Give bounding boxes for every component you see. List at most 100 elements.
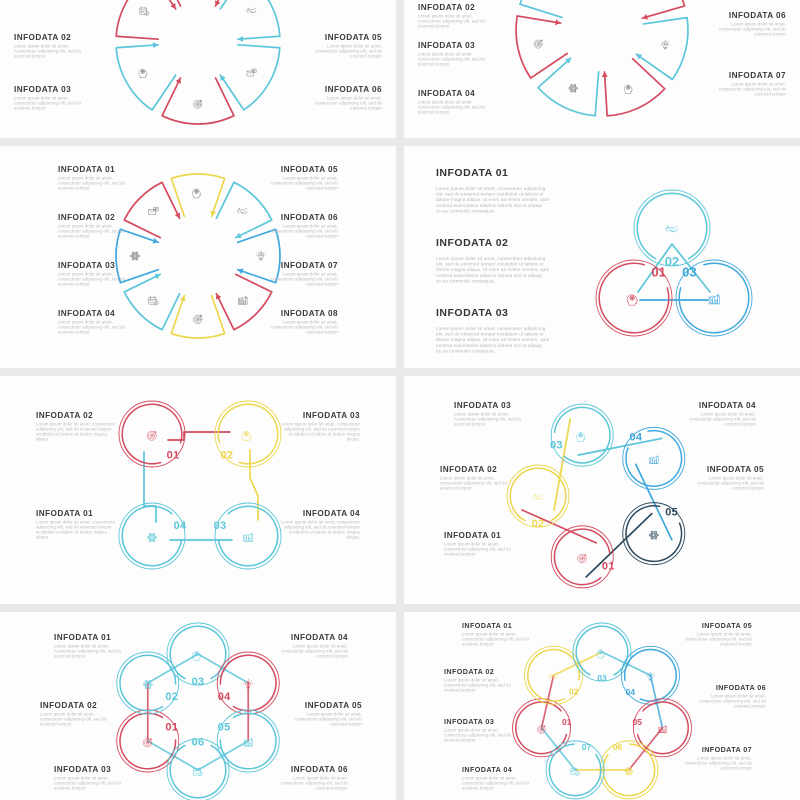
node-number: 04 xyxy=(629,431,642,443)
node-number: 01 xyxy=(165,721,178,733)
node-number: 06 xyxy=(192,736,205,748)
body-line: Lorem ipsum dolor sit amet, xyxy=(462,776,517,781)
body-line: ex ea commodo consequat. xyxy=(436,278,495,283)
node-circle[interactable]: 03 xyxy=(214,502,282,570)
body-line: eiusmod tempor xyxy=(330,722,362,727)
panel-three-circle-triangle[interactable]: 02 01 03 INFODATA 01 Lorem ipsum dolor sit a… xyxy=(404,146,800,368)
wheel-segment[interactable] xyxy=(519,0,582,19)
body-line: eiusmod tempor xyxy=(462,786,494,791)
node-circle[interactable]: 04 xyxy=(216,651,280,715)
label-title: INFODATA 05 xyxy=(707,465,764,474)
info-label: INFODATA 07 Lorem ipsum dolor sit amet,co… xyxy=(685,745,752,771)
node-circle[interactable]: 01 xyxy=(550,525,615,589)
body-line: Lorem ipsum dolor sit amet, consectetur … xyxy=(436,256,546,261)
node-circle[interactable]: 02 xyxy=(524,645,583,705)
body-line: eiusmod tempor xyxy=(754,32,786,37)
body-line: consectetur adipiscing elit, sed do xyxy=(719,27,787,32)
wheel-segment[interactable] xyxy=(115,43,177,111)
calendar-check-icon xyxy=(139,6,150,16)
wheel-segment[interactable] xyxy=(215,181,273,239)
node-number: 01 xyxy=(562,717,572,727)
calendar-check-icon xyxy=(148,295,159,306)
node-circle[interactable]: 05 xyxy=(622,502,686,566)
flow-arrow xyxy=(601,71,608,78)
body-line: eiusmod tempor xyxy=(720,642,752,647)
info-label: INFODATA 05 Lorem ipsum dolor sit amet,co… xyxy=(685,621,752,647)
wheel-segment[interactable] xyxy=(219,43,281,111)
wheel-segment[interactable] xyxy=(603,57,666,117)
body-line: eiusmod tempor xyxy=(306,186,338,191)
connector xyxy=(552,651,603,677)
wheel-segment[interactable] xyxy=(170,173,226,218)
wheel-segment[interactable] xyxy=(236,228,281,284)
node-circle[interactable]: 03 xyxy=(550,403,614,467)
bar-chart-icon xyxy=(708,293,720,305)
wheel-segment[interactable] xyxy=(170,294,226,339)
body-line: Lorem ipsum dolor sit amet, xyxy=(731,82,786,87)
node-circle[interactable]: 03 xyxy=(675,259,753,337)
wheel-segment[interactable] xyxy=(161,77,235,125)
wheel-segment[interactable] xyxy=(115,0,177,41)
node-circle[interactable]: 02 xyxy=(506,464,570,530)
body-line: consectetur adipiscing elit, sed do xyxy=(462,637,530,642)
label-title: INFODATA 03 xyxy=(436,307,508,319)
node-circle[interactable]: 06 xyxy=(599,740,659,800)
handshake-icon xyxy=(548,673,559,679)
node-circle[interactable]: 01 xyxy=(595,259,673,337)
label-body: Lorem ipsum dolor sit amet,consectetur a… xyxy=(444,678,511,693)
body-line: eiusmod tempor xyxy=(720,766,752,771)
panel-six-circle-hexagon[interactable]: 01 02 03 04 05 06 INFODATA 01 Lorem ipsum dolor… xyxy=(0,612,396,800)
node-number: 02 xyxy=(665,254,679,269)
node-circle[interactable]: 04 xyxy=(118,502,187,570)
bar-chart-icon xyxy=(243,532,254,542)
lightbulb-icon xyxy=(660,39,670,50)
node-circle[interactable]: 02 xyxy=(214,400,282,468)
label-body: Lorem ipsum dolor sit amet,consectetur a… xyxy=(58,272,125,287)
body-line: Lorem ipsum dolor sit amet, xyxy=(14,44,69,49)
node-circle[interactable]: 06 xyxy=(166,736,230,800)
wheel-segment[interactable] xyxy=(537,57,600,117)
wheel-segment[interactable] xyxy=(219,0,281,41)
label-title: INFODATA 05 xyxy=(702,621,752,630)
panel-five-circle-pentagon[interactable]: 01 02 03 04 05 INFODATA 03 Lorem ipsum dolor s… xyxy=(404,376,800,604)
body-line: Lorem ipsum dolor sit amet, xyxy=(327,44,382,49)
body-line: eiusmod tempor xyxy=(418,62,450,67)
body-line: elit, sed do eiusmod tempor incididunt u… xyxy=(436,262,544,267)
body-line: consectetur adipiscing elit, sed do xyxy=(271,181,339,186)
node-circle[interactable]: 03 xyxy=(572,622,632,683)
panel-four-circle-square[interactable]: 01 02 03 04 INFODATA 02 Lorem ipsum dolor sit… xyxy=(0,376,396,604)
panel-eight-segment-wheel[interactable]: INFODATA 01 Lorem ipsum dolor sit amet, co… xyxy=(0,146,396,368)
atom-icon xyxy=(648,530,659,540)
connector xyxy=(143,451,157,523)
wheel-segment[interactable] xyxy=(115,228,160,284)
node-circle[interactable]: 05 xyxy=(633,698,692,758)
node-circle[interactable]: 02 xyxy=(116,651,180,715)
label-body: Lorem ipsum dolor sit amet,consectetur a… xyxy=(58,176,125,191)
node-circle[interactable]: 01 xyxy=(118,400,186,468)
panel-seven-segment-cycle-cropped[interactable]: INFODATA 02 Lorem ipsum dolor sit amet, co… xyxy=(404,0,800,138)
wheel-segment[interactable] xyxy=(623,0,686,20)
node-circle[interactable]: 05 xyxy=(216,709,280,773)
node-circle[interactable]: 07 xyxy=(545,740,605,800)
info-label: INFODATA 03 Lorem ipsum dolor sit amet,co… xyxy=(444,717,511,743)
connector xyxy=(167,431,231,441)
wheel-segment[interactable] xyxy=(123,181,181,239)
wheel-segment[interactable] xyxy=(123,273,181,331)
body-line: Lorem ipsum dolor sit amet, xyxy=(283,272,338,277)
body-line: Lorem ipsum dolor sit amet, xyxy=(697,632,752,637)
body-line: Lorem ipsum dolor sit amet, xyxy=(418,52,473,57)
node-circle[interactable]: 01 xyxy=(116,709,180,773)
panel-seven-circle-heptagon[interactable]: 01 02 03 04 05 06 07 INFODATA 01 Lorem ipsum dol… xyxy=(404,612,800,800)
node-circle[interactable]: 04 xyxy=(622,426,686,490)
node-circle[interactable]: 02 xyxy=(633,189,711,269)
wheel-segment[interactable] xyxy=(515,15,569,79)
body-line: ex ea commodo consequat. xyxy=(436,208,495,213)
label-body: Lorem ipsum dolor sit amet,consectetur a… xyxy=(271,224,338,239)
panel-six-segment-cycle-cropped[interactable]: INFODATA 02 Lorem ipsum dolor sit amet, co… xyxy=(0,0,396,138)
wheel-segment[interactable] xyxy=(215,273,273,331)
node-circle[interactable]: 03 xyxy=(166,622,230,688)
wheel-segment[interactable] xyxy=(635,16,689,81)
body-line: adipiscing elit, sed do eiusmod tempor xyxy=(36,525,112,530)
atom-icon xyxy=(568,84,578,93)
info-label: INFODATA 02 Lorem ipsum dolor sit amet,co… xyxy=(444,667,511,693)
